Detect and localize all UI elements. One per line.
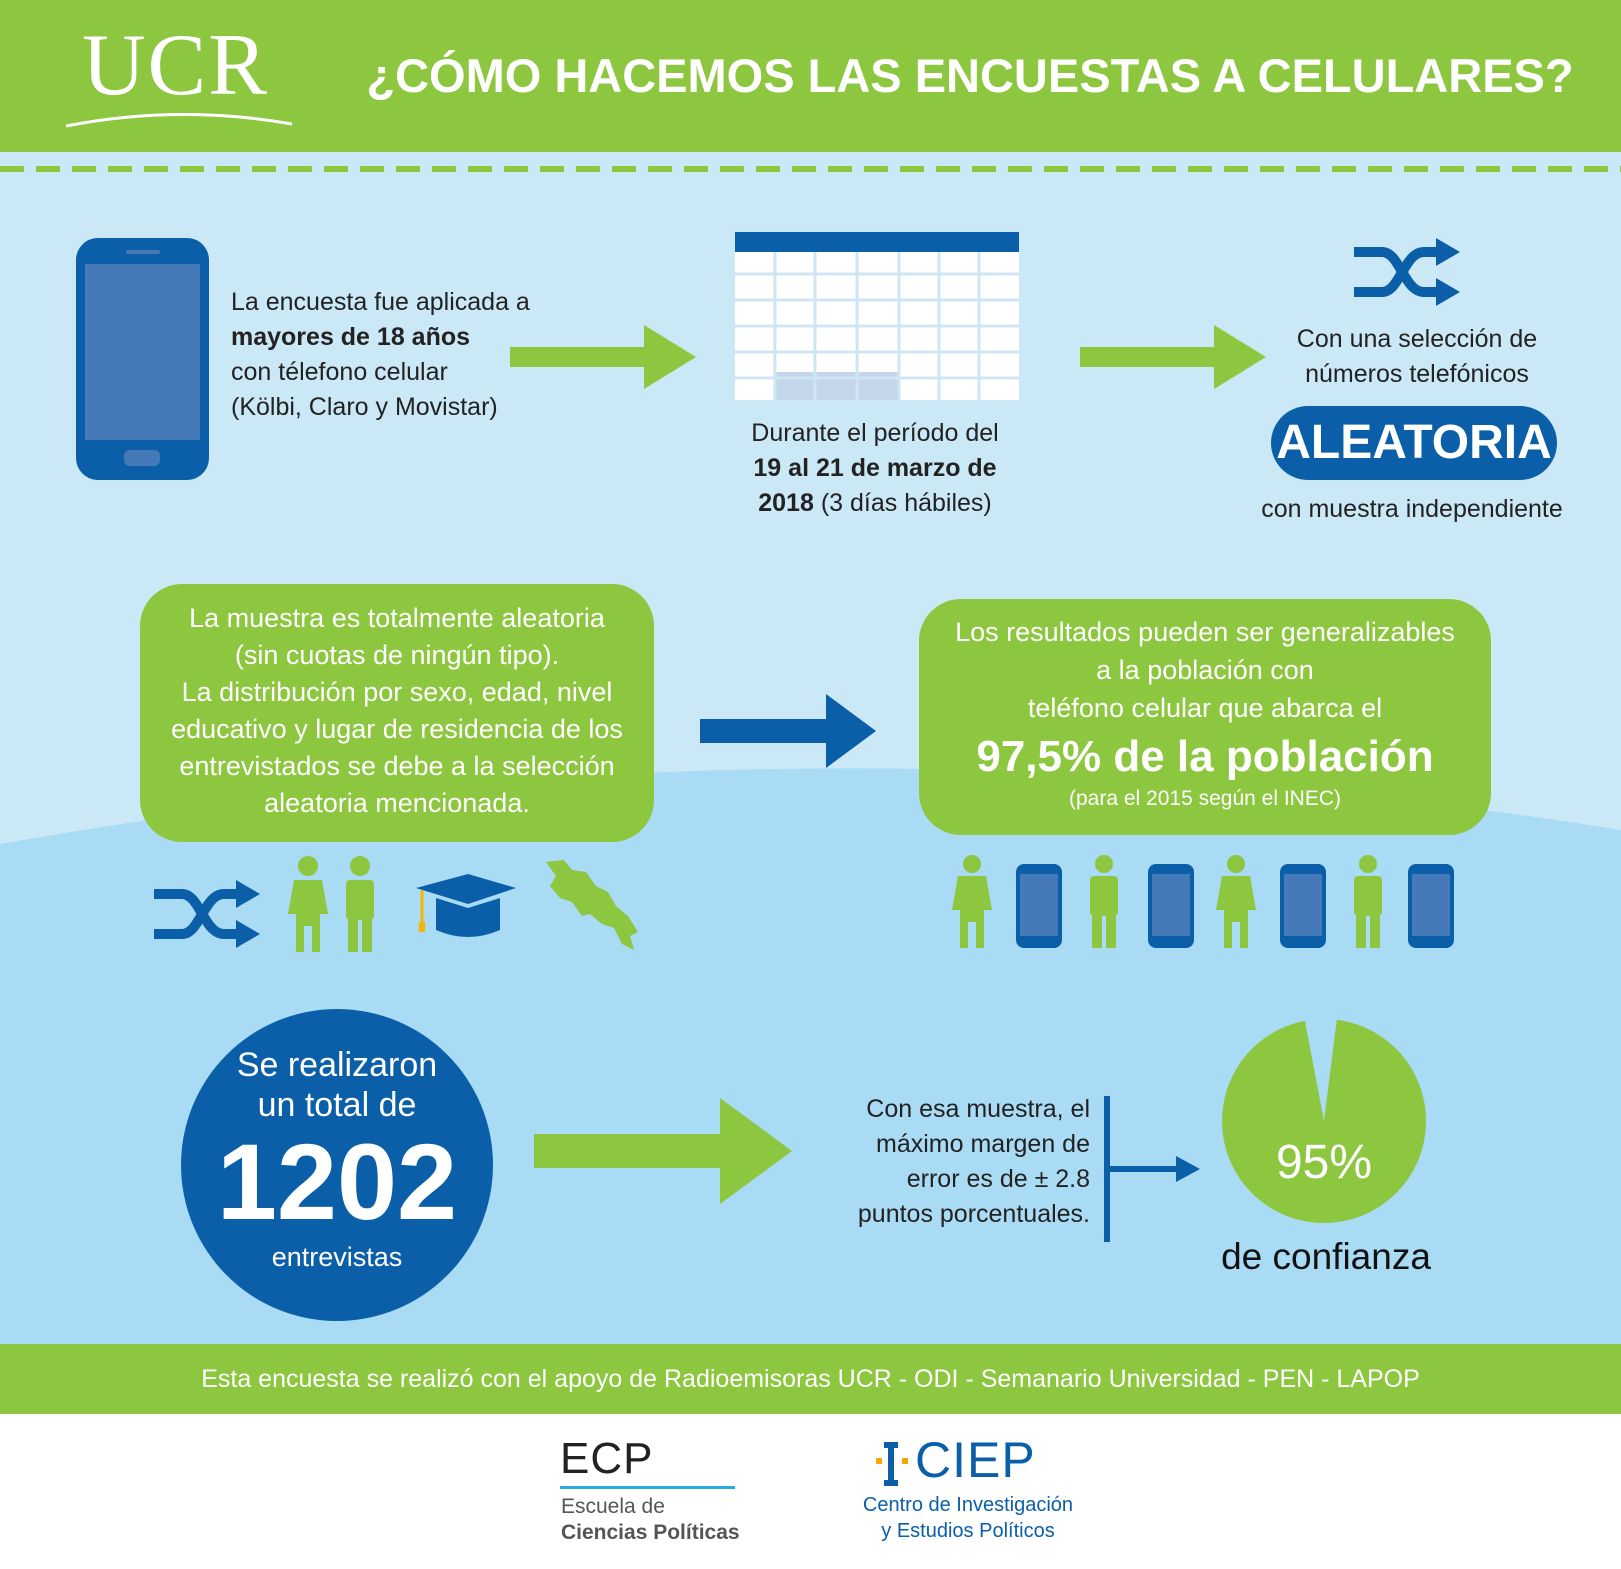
step2-line2: 19 al 21 de marzo de [753, 454, 997, 482]
results-line1: Los resultados pueden ser generalizables [955, 617, 1455, 647]
total-interviews-circle: Se realizaron un total de 1202 entrevist… [181, 1009, 493, 1321]
results-line3: teléfono celular que abarca el [1027, 693, 1383, 723]
confidence-value: 95% [1275, 1136, 1373, 1189]
ucr-logo: UCR [82, 17, 269, 114]
sample-line: entrevistados se debe a la selección [179, 751, 615, 781]
sample-line: aleatoria mencionada. [264, 788, 530, 818]
graduation-cap-icon [416, 874, 516, 937]
ciep-mark-icon [876, 1442, 908, 1486]
step1-line4: (Kölbi, Claro y Movistar) [231, 393, 498, 421]
results-box: Los resultados pueden ser generalizables… [919, 599, 1491, 835]
header-bar [0, 0, 1621, 152]
bracket-arrow-icon [1104, 1096, 1200, 1242]
confidence-label: de confianza [1221, 1236, 1431, 1277]
sample-line: educativo y lugar de residencia de los [171, 714, 623, 744]
step2-line3: 2018 (3 días hábiles) [715, 486, 1035, 521]
step2-text: Durante el período del 19 al 21 de marzo… [715, 416, 1035, 521]
step2-year: 2018 [758, 489, 814, 517]
dashed-divider [0, 166, 1621, 172]
ciep-logo: CIEP [915, 1432, 1036, 1488]
margin-text: Con esa muestra, el máximo margen de err… [818, 1092, 1090, 1232]
total-line2: un total de [257, 1086, 417, 1124]
ecp-subtitle1: Escuela de [561, 1495, 665, 1518]
ecp-underline [560, 1486, 735, 1489]
ecp-subtitle2: Ciencias Políticas [561, 1521, 740, 1544]
step2-days: (3 días hábiles) [813, 489, 992, 517]
step1-line3: con télefono celular [231, 358, 448, 386]
confidence-slice [1222, 1019, 1426, 1223]
step3-line1: Con una selección de [1296, 325, 1538, 353]
margin-line4: puntos porcentuales. [857, 1200, 1090, 1228]
logo-swoosh [65, 113, 293, 128]
sample-line: (sin cuotas de ningún tipo). [234, 640, 560, 670]
step1-line1: La encuesta fue aplicada a [231, 288, 530, 316]
step3-text: Con una selección de números telefónicos [1262, 322, 1572, 392]
sample-line: La muestra es totalmente aleatoria [189, 603, 605, 633]
step3-line3: con muestra independiente [1261, 495, 1563, 523]
total-number: 1202 [216, 1121, 458, 1242]
step1-text: La encuesta fue aplicada a mayores de 18… [231, 285, 591, 425]
arrow-right-icon [1080, 325, 1266, 389]
page-title: ¿CÓMO HACEMOS LAS ENCUESTAS A CELULARES? [366, 49, 1574, 102]
margin-line3: error es de ± 2.8 [906, 1165, 1090, 1193]
population-phones-icons [952, 855, 1454, 948]
arrow-right-icon [510, 325, 696, 389]
total-line3: entrevistas [271, 1242, 403, 1272]
sample-line: La distribución por sexo, edad, nivel [181, 677, 613, 707]
margin-line2: máximo margen de [876, 1130, 1090, 1158]
costa-rica-map-icon [546, 860, 638, 950]
phone-icon [76, 238, 209, 480]
margin-line1: Con esa muestra, el [866, 1095, 1090, 1123]
arrow-right-blue-icon [700, 694, 876, 768]
results-line2: a la población con [1096, 655, 1314, 685]
calendar-icon [735, 232, 1019, 400]
people-icon [288, 856, 374, 952]
results-source: (para el 2015 según el INEC) [1069, 787, 1341, 810]
shuffle-icon [154, 880, 260, 948]
ecp-logo: ECP [560, 1434, 654, 1483]
results-percentage: 97,5% de la población [976, 732, 1434, 781]
aleatoria-badge: ALEATORIA [1271, 406, 1557, 480]
total-heading: Se realizaron un total de [181, 1045, 493, 1125]
total-line1: Se realizaron [236, 1046, 438, 1084]
shuffle-icon [1354, 238, 1460, 306]
step3-line2: números telefónicos [1305, 360, 1529, 388]
confidence-pie-chart [1222, 1019, 1426, 1223]
ciep-subtitle2: y Estudios Políticos [881, 1520, 1055, 1542]
step1-line2: mayores de 18 años [231, 323, 471, 351]
ciep-subtitle1: Centro de Investigación [862, 1494, 1074, 1516]
arrow-right-icon [534, 1098, 792, 1204]
sample-box: La muestra es totalmente aleatoria (sin … [140, 584, 654, 842]
support-footer: Esta encuesta se realizó con el apoyo de… [0, 1344, 1621, 1414]
step2-line1: Durante el período del [751, 419, 999, 447]
